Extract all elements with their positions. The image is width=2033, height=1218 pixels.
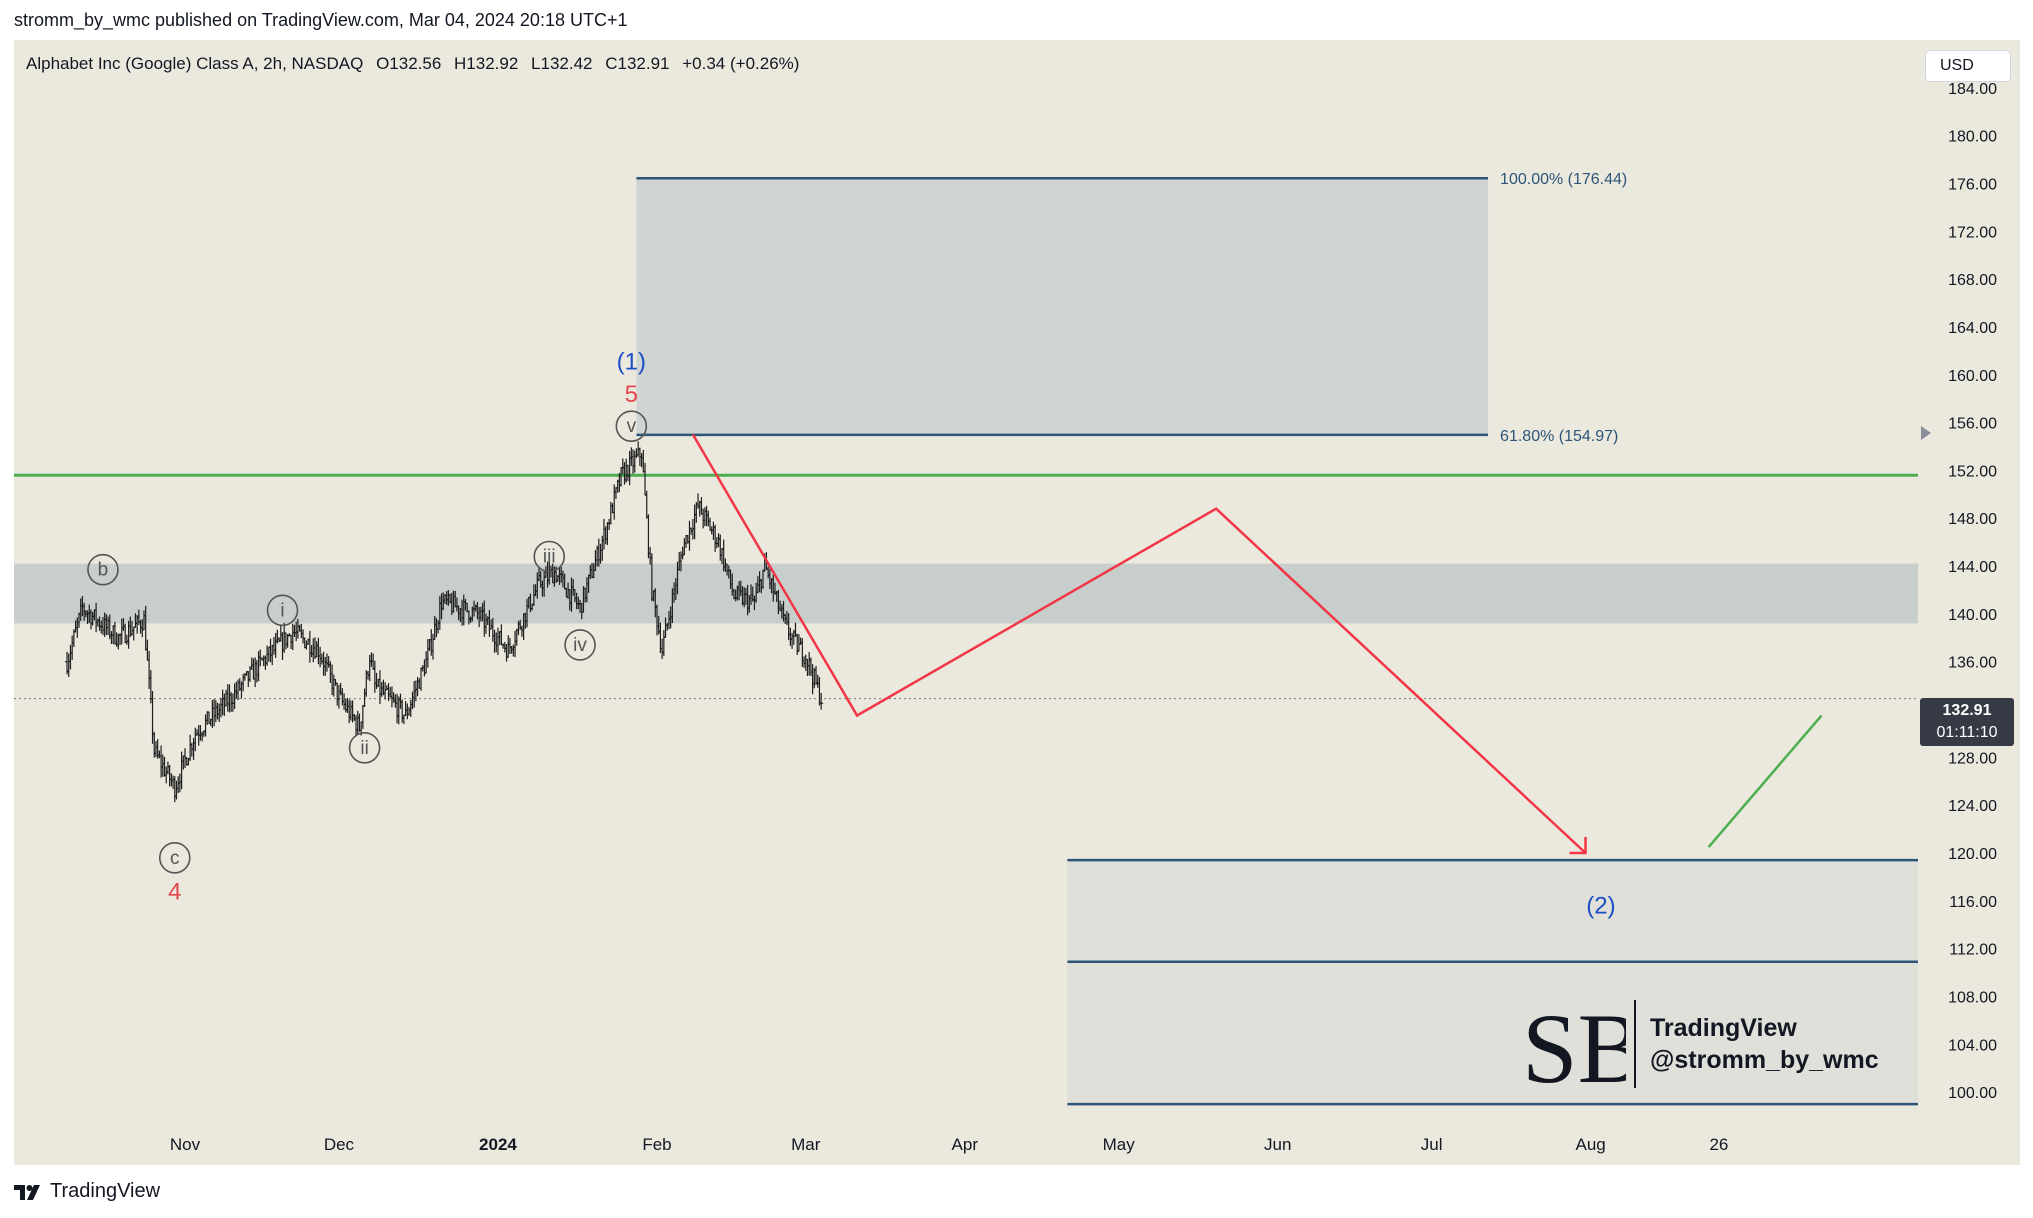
x-tick-label: 26: [1709, 1135, 1728, 1154]
y-tick-label: 104.00: [1948, 1037, 1997, 1054]
wave-label-circle: [87, 553, 119, 586]
y-tick-label: 180.00: [1948, 129, 1997, 146]
wave-label-circle: [158, 841, 191, 874]
y-tick-label: 148.00: [1948, 511, 1997, 528]
last-price-value: 132.91: [1942, 702, 1992, 719]
wave-label-circle: [615, 410, 648, 442]
wave-label: (1): [617, 349, 646, 376]
x-tick-label: Aug: [1576, 1135, 1606, 1154]
x-tick-label: Mar: [791, 1135, 821, 1154]
y-tick-label: 160.00: [1948, 368, 1997, 385]
x-tick-label: Jun: [1264, 1135, 1291, 1154]
y-tick-label: 144.00: [1948, 559, 1997, 576]
y-tick-label: 124.00: [1948, 798, 1997, 815]
scroll-right-icon[interactable]: [1920, 425, 1932, 441]
drawings-layer: [691, 433, 1823, 855]
x-tick-label: Dec: [324, 1135, 355, 1154]
y-tick-label: 156.00: [1948, 416, 1997, 433]
watermark-divider: [1634, 1000, 1636, 1088]
bar-countdown: 01:11:10: [1936, 724, 1998, 741]
projection-arrowhead: [1569, 837, 1587, 855]
wave-label-circle: [533, 540, 566, 573]
y-tick-label: 112.00: [1949, 942, 1997, 959]
ohlc-close: C132.91: [605, 54, 669, 73]
ohlc-high: H132.92: [454, 54, 518, 73]
x-tick-label: Apr: [952, 1135, 979, 1154]
x-tick-label: Nov: [170, 1135, 201, 1154]
ohlc-low: L132.42: [531, 54, 592, 73]
wave-label: 5: [625, 381, 638, 408]
candles-layer: [65, 441, 824, 803]
wave-label: c: [170, 848, 180, 869]
y-tick-label: 116.00: [1949, 894, 1997, 911]
x-tick-label: 2024: [479, 1135, 517, 1154]
x-tick-label: Feb: [642, 1135, 671, 1154]
y-tick-label: 136.00: [1948, 655, 1997, 672]
fib-100-label: 100.00% (176.44): [1500, 171, 1627, 188]
y-tick-label: 152.00: [1948, 463, 1997, 480]
wave-label-circle: [266, 594, 299, 627]
green-projection: [1707, 714, 1823, 848]
y-tick-label: 184.00: [1948, 81, 1997, 98]
svg-text:Alphabet Inc (Google) Class A,: Alphabet Inc (Google) Class A, 2h, NASDA…: [26, 54, 799, 73]
last-price-badge: 132.91 01:11:10: [1920, 698, 2014, 746]
wave-label: (2): [1586, 893, 1615, 920]
watermark-monogram: SB: [1522, 994, 1626, 1094]
wave-label-circle: [348, 731, 381, 764]
ohlc-change: +0.34 (+0.26%): [682, 54, 799, 73]
wave-label: b: [98, 560, 109, 581]
fib-618-label: 61.80% (154.97): [1500, 428, 1618, 445]
watermark-text: TradingView @stromm_by_wmc: [1650, 1012, 1879, 1076]
wave-label: ii: [360, 738, 368, 759]
y-tick-label: 128.00: [1948, 750, 1997, 767]
wave-label: 4: [168, 878, 181, 905]
zones-layer: 100.00% (176.44) 61.80% (154.97): [14, 171, 1918, 1106]
wave-label: iii: [543, 547, 556, 568]
fib-target-box: [636, 178, 1489, 435]
y-tick-label: 164.00: [1948, 320, 1997, 337]
x-tick-label: Jul: [1421, 1135, 1443, 1154]
ohlc-open: O132.56: [376, 54, 441, 73]
y-tick-label: 120.00: [1948, 846, 1997, 863]
axes-layer: 100.00 104.00 108.00 112.00 116.00 120.00 124.…: [170, 81, 1997, 1154]
wave-label: v: [627, 416, 637, 437]
currency-button[interactable]: USD: [1925, 50, 2011, 82]
y-tick-label: 108.00: [1948, 989, 1997, 1006]
y-tick-label: 176.00: [1948, 176, 1997, 193]
y-tick-label: 140.00: [1948, 607, 1997, 624]
symbol-name: Alphabet Inc (Google) Class A, 2h, NASDA…: [26, 54, 363, 73]
footer-brand: TradingView: [50, 1180, 161, 1202]
wave-label-circle: [564, 629, 596, 661]
projection-path: [691, 433, 1587, 854]
watermark-line2: @stromm_by_wmc: [1650, 1046, 1879, 1074]
y-tick-label: 100.00: [1948, 1085, 1997, 1102]
wave-label: i: [280, 600, 284, 621]
watermark-line1: TradingView: [1650, 1014, 1797, 1042]
tradingview-logo-icon: [14, 1183, 44, 1201]
y-tick-label: 168.00: [1948, 272, 1997, 289]
wave-label: iv: [573, 635, 587, 656]
x-tick-label: May: [1103, 1135, 1136, 1154]
support-zone: [14, 563, 1918, 624]
publisher-line: stromm_by_wmc published on TradingView.c…: [14, 10, 628, 30]
footer[interactable]: TradingView: [14, 1180, 160, 1203]
y-tick-label: 172.00: [1948, 224, 1997, 241]
wave2-zone: [1067, 860, 1918, 1105]
watermark-monogram-text: SB: [1522, 994, 1626, 1094]
